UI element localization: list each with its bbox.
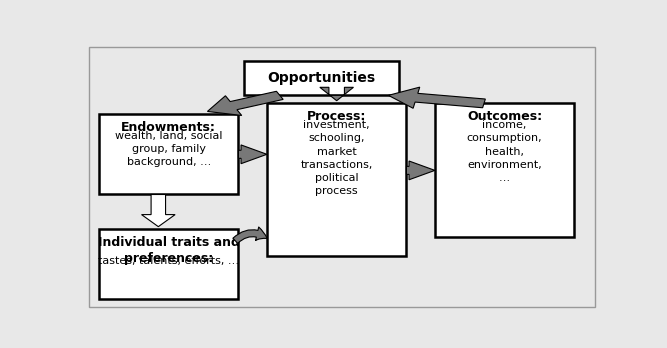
FancyArrow shape	[406, 161, 435, 180]
Text: Outcomes:: Outcomes:	[467, 110, 542, 123]
Text: tastes, talents, efforts, …: tastes, talents, efforts, …	[98, 256, 239, 267]
FancyArrowPatch shape	[233, 227, 267, 243]
FancyArrow shape	[207, 91, 283, 116]
Text: Individual traits and
preferences:: Individual traits and preferences:	[98, 236, 239, 265]
Text: investment,
schooling,
market
transactions,
political
process: investment, schooling, market transactio…	[300, 120, 373, 196]
FancyArrow shape	[239, 145, 267, 164]
FancyArrow shape	[388, 87, 486, 108]
Text: Process:: Process:	[307, 110, 366, 123]
Text: Opportunities: Opportunities	[267, 71, 376, 85]
FancyBboxPatch shape	[435, 103, 574, 237]
FancyBboxPatch shape	[243, 61, 399, 95]
FancyBboxPatch shape	[99, 229, 239, 299]
FancyArrow shape	[141, 195, 175, 227]
Text: wealth, land, social
group, family
background, …: wealth, land, social group, family backg…	[115, 131, 222, 167]
FancyArrow shape	[320, 87, 354, 101]
FancyBboxPatch shape	[99, 114, 239, 195]
Text: Endowments:: Endowments:	[121, 121, 216, 134]
Text: income,
consumption,
health,
environment,
…: income, consumption, health, environment…	[467, 120, 542, 183]
FancyBboxPatch shape	[267, 103, 406, 256]
